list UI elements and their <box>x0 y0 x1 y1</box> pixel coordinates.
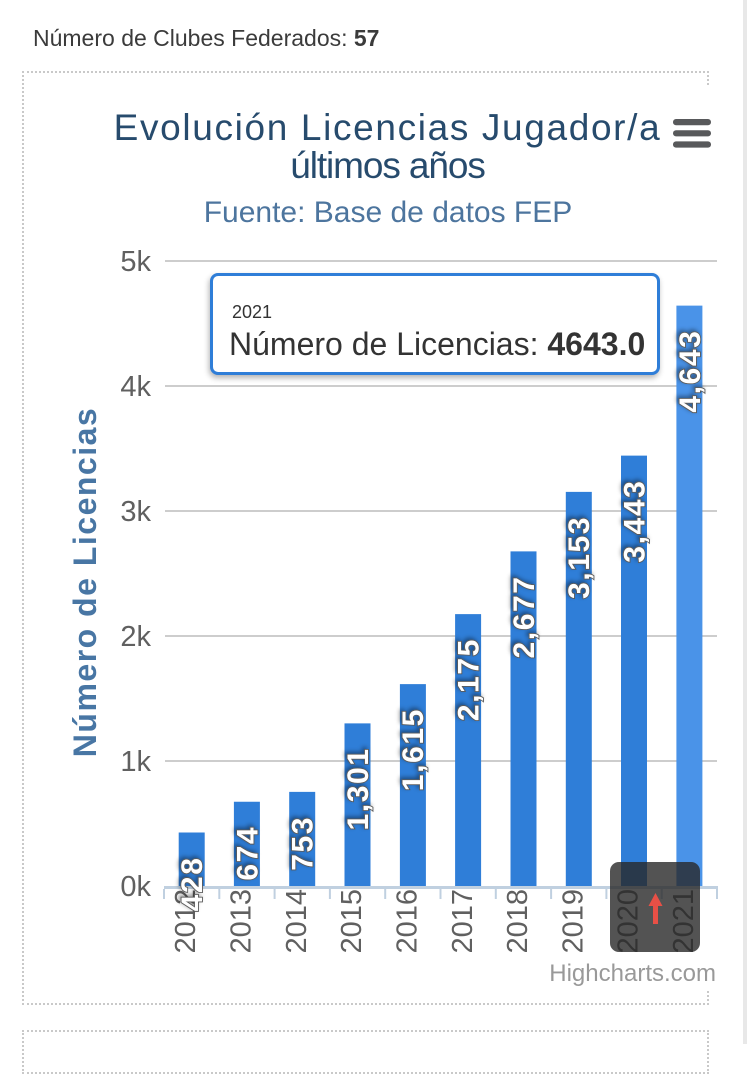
svg-text:1k: 1k <box>120 746 151 778</box>
svg-text:0k: 0k <box>120 871 151 903</box>
svg-text:2019: 2019 <box>557 889 589 954</box>
svg-text:2017: 2017 <box>447 889 479 954</box>
svg-text:2k: 2k <box>120 621 151 653</box>
svg-text:4k: 4k <box>120 371 151 403</box>
svg-text:2015: 2015 <box>336 889 368 954</box>
svg-text:2,175: 2,175 <box>453 638 486 721</box>
svg-text:753: 753 <box>287 816 320 871</box>
svg-text:2,677: 2,677 <box>508 575 541 658</box>
svg-text:5k: 5k <box>120 246 151 278</box>
svg-text:1,301: 1,301 <box>342 747 375 830</box>
svg-text:674: 674 <box>231 826 264 881</box>
svg-text:2012: 2012 <box>170 889 202 954</box>
svg-text:428: 428 <box>176 857 209 912</box>
svg-text:1,615: 1,615 <box>397 708 430 791</box>
svg-text:2013: 2013 <box>226 889 258 954</box>
svg-text:2016: 2016 <box>392 889 424 954</box>
svg-text:3,443: 3,443 <box>618 480 651 563</box>
svg-text:3k: 3k <box>120 496 151 528</box>
svg-text:Número de Licencias: Número de Licencias <box>67 407 103 757</box>
svg-text:2014: 2014 <box>281 889 313 954</box>
svg-text:4,643: 4,643 <box>674 330 707 413</box>
svg-text:3,153: 3,153 <box>563 516 596 599</box>
svg-text:Highcharts.com: Highcharts.com <box>549 960 716 987</box>
svg-text:2018: 2018 <box>502 889 534 954</box>
